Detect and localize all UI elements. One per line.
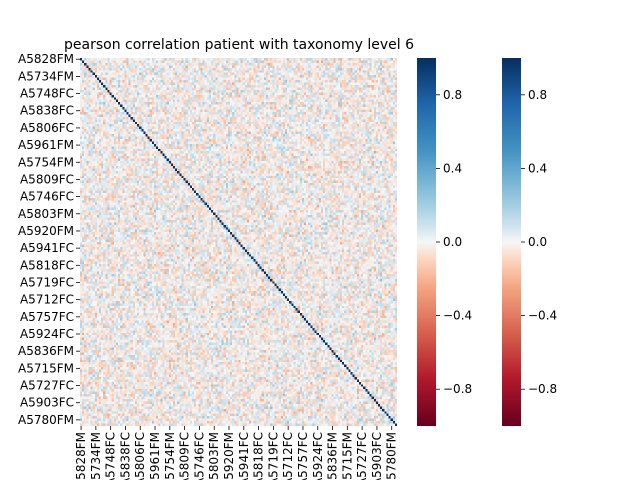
y-tick-label: A5715FM (18, 361, 74, 375)
y-tick-label: A5903FC (20, 396, 74, 410)
y-tick-label: A5734FM (18, 69, 74, 83)
x-tick-label: A5719FC (266, 432, 280, 480)
y-tick-label: A5961FM (18, 138, 74, 152)
x-tick-label: A5712FC (281, 432, 295, 480)
x-tick-label: A5746FC (192, 432, 206, 480)
y-tick-label: A5809FC (20, 172, 74, 186)
y-tick-label: A5780FM (18, 413, 74, 427)
colorbar-tick-label: 0.0 (528, 235, 547, 249)
colorbar-tick-label: 0.8 (528, 88, 547, 102)
x-tick-label: A5734FM (89, 432, 103, 480)
x-tick-label: A5754FM (163, 432, 177, 480)
colorbar-tick-label: −0.8 (443, 382, 472, 396)
y-tick-label: A5806FC (20, 121, 74, 135)
colorbar-tick-label: 0.4 (528, 161, 547, 175)
y-tick-label: A5757FC (20, 310, 74, 324)
y-tick-label: A5719FC (20, 275, 74, 289)
y-tick-label: A5727FC (20, 379, 74, 393)
colorbar-tick-label: −0.8 (528, 382, 557, 396)
y-tick-label: A5746FC (20, 190, 74, 204)
y-tick-label: A5941FC (20, 241, 74, 255)
chart-title: pearson correlation patient with taxonom… (64, 37, 414, 53)
colorbar-gradient (417, 58, 436, 426)
x-tick-label: A5836FM (326, 432, 340, 480)
y-tick-label: A5754FM (18, 155, 74, 169)
y-tick-label: A5920FM (18, 224, 74, 238)
colorbar-2: 0.8 0.4 0.0 −0.4 −0.8 (502, 58, 557, 426)
colorbar-tick-label: −0.4 (528, 309, 557, 323)
x-tick-label: A5920FM (222, 432, 236, 480)
x-tick-label: A5809FC (178, 432, 192, 480)
x-tick-label: A5727FC (355, 432, 369, 480)
x-tick-label: A5828FM (74, 432, 88, 480)
colorbar-tick-label: 0.0 (443, 235, 462, 249)
colorbar-1: 0.8 0.4 0.0 −0.4 −0.8 (417, 58, 472, 426)
x-tick-label: A5748FC (104, 432, 118, 480)
y-axis: A5828FM A5734FM A5748FC A5838FC A5806FC A5961… (18, 52, 80, 427)
x-tick-label: A5838FC (118, 432, 132, 480)
x-tick-label: A5903FC (370, 432, 384, 480)
x-tick-label: A5806FC (133, 432, 147, 480)
x-tick-label: A5780FM (385, 432, 399, 480)
y-tick-label: A5712FC (20, 293, 74, 307)
y-tick-label: A5818FC (20, 258, 74, 272)
colorbar-tick-label: 0.4 (443, 161, 462, 175)
x-tick-label: A5803FM (207, 432, 221, 480)
y-tick-label: A5803FM (18, 207, 74, 221)
x-tick-label: A5757FC (296, 432, 310, 480)
colorbar-tick-label: 0.8 (443, 88, 462, 102)
colorbar-tick-label: −0.4 (443, 309, 472, 323)
x-axis: A5828FM A5734FM A5748FC A5838FC A5806FC A5961… (74, 426, 399, 480)
colorbar-gradient (502, 58, 521, 426)
x-tick-label: A5818FC (252, 432, 266, 480)
y-tick-label: A5838FC (20, 104, 74, 118)
x-tick-label: A5715FM (340, 432, 354, 480)
x-tick-label: A5941FC (237, 432, 251, 480)
y-tick-label: A5836FM (18, 344, 74, 358)
x-tick-label: A5924FC (311, 432, 325, 480)
heatmap-cells (80, 58, 397, 426)
heatmap-plot (80, 58, 397, 426)
y-tick-label: A5748FC (20, 87, 74, 101)
x-tick-label: A5961FM (148, 432, 162, 480)
y-tick-label: A5828FM (18, 52, 74, 66)
y-tick-label: A5924FC (20, 327, 74, 341)
